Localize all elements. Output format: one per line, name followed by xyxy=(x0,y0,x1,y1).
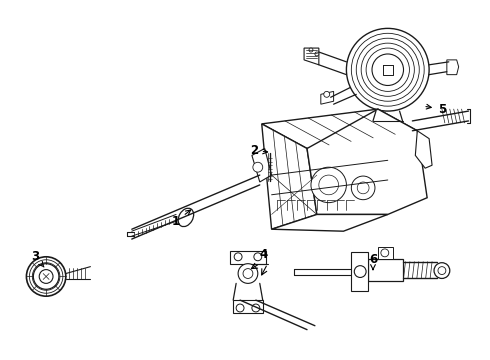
Ellipse shape xyxy=(178,208,194,226)
Polygon shape xyxy=(416,131,432,168)
Circle shape xyxy=(351,176,375,200)
Circle shape xyxy=(253,162,263,172)
Text: 5: 5 xyxy=(426,103,446,116)
Polygon shape xyxy=(271,215,388,231)
Text: 2: 2 xyxy=(250,144,268,157)
Circle shape xyxy=(236,304,244,312)
Text: 6: 6 xyxy=(369,253,377,270)
Polygon shape xyxy=(321,91,334,104)
Circle shape xyxy=(311,167,346,203)
Circle shape xyxy=(381,249,389,257)
Polygon shape xyxy=(447,60,459,75)
Polygon shape xyxy=(351,252,368,291)
Circle shape xyxy=(254,253,262,261)
Circle shape xyxy=(234,253,242,261)
Polygon shape xyxy=(304,48,319,65)
Text: 3: 3 xyxy=(31,250,44,267)
Circle shape xyxy=(39,270,53,283)
Circle shape xyxy=(238,264,258,283)
Circle shape xyxy=(33,264,59,289)
Circle shape xyxy=(265,144,274,153)
Circle shape xyxy=(315,52,319,56)
Circle shape xyxy=(324,91,330,97)
Polygon shape xyxy=(233,300,263,313)
Polygon shape xyxy=(252,148,271,182)
Circle shape xyxy=(354,266,366,278)
Circle shape xyxy=(372,54,404,85)
Polygon shape xyxy=(378,247,392,259)
Polygon shape xyxy=(368,259,402,282)
Polygon shape xyxy=(230,251,266,264)
Polygon shape xyxy=(262,124,317,229)
Circle shape xyxy=(26,257,66,296)
Circle shape xyxy=(346,28,429,111)
Circle shape xyxy=(384,117,392,125)
Polygon shape xyxy=(262,109,417,148)
Text: 1: 1 xyxy=(172,210,191,228)
Circle shape xyxy=(434,263,450,278)
Circle shape xyxy=(252,304,260,312)
Circle shape xyxy=(309,48,313,52)
Polygon shape xyxy=(307,109,427,215)
Text: 4: 4 xyxy=(260,248,268,261)
